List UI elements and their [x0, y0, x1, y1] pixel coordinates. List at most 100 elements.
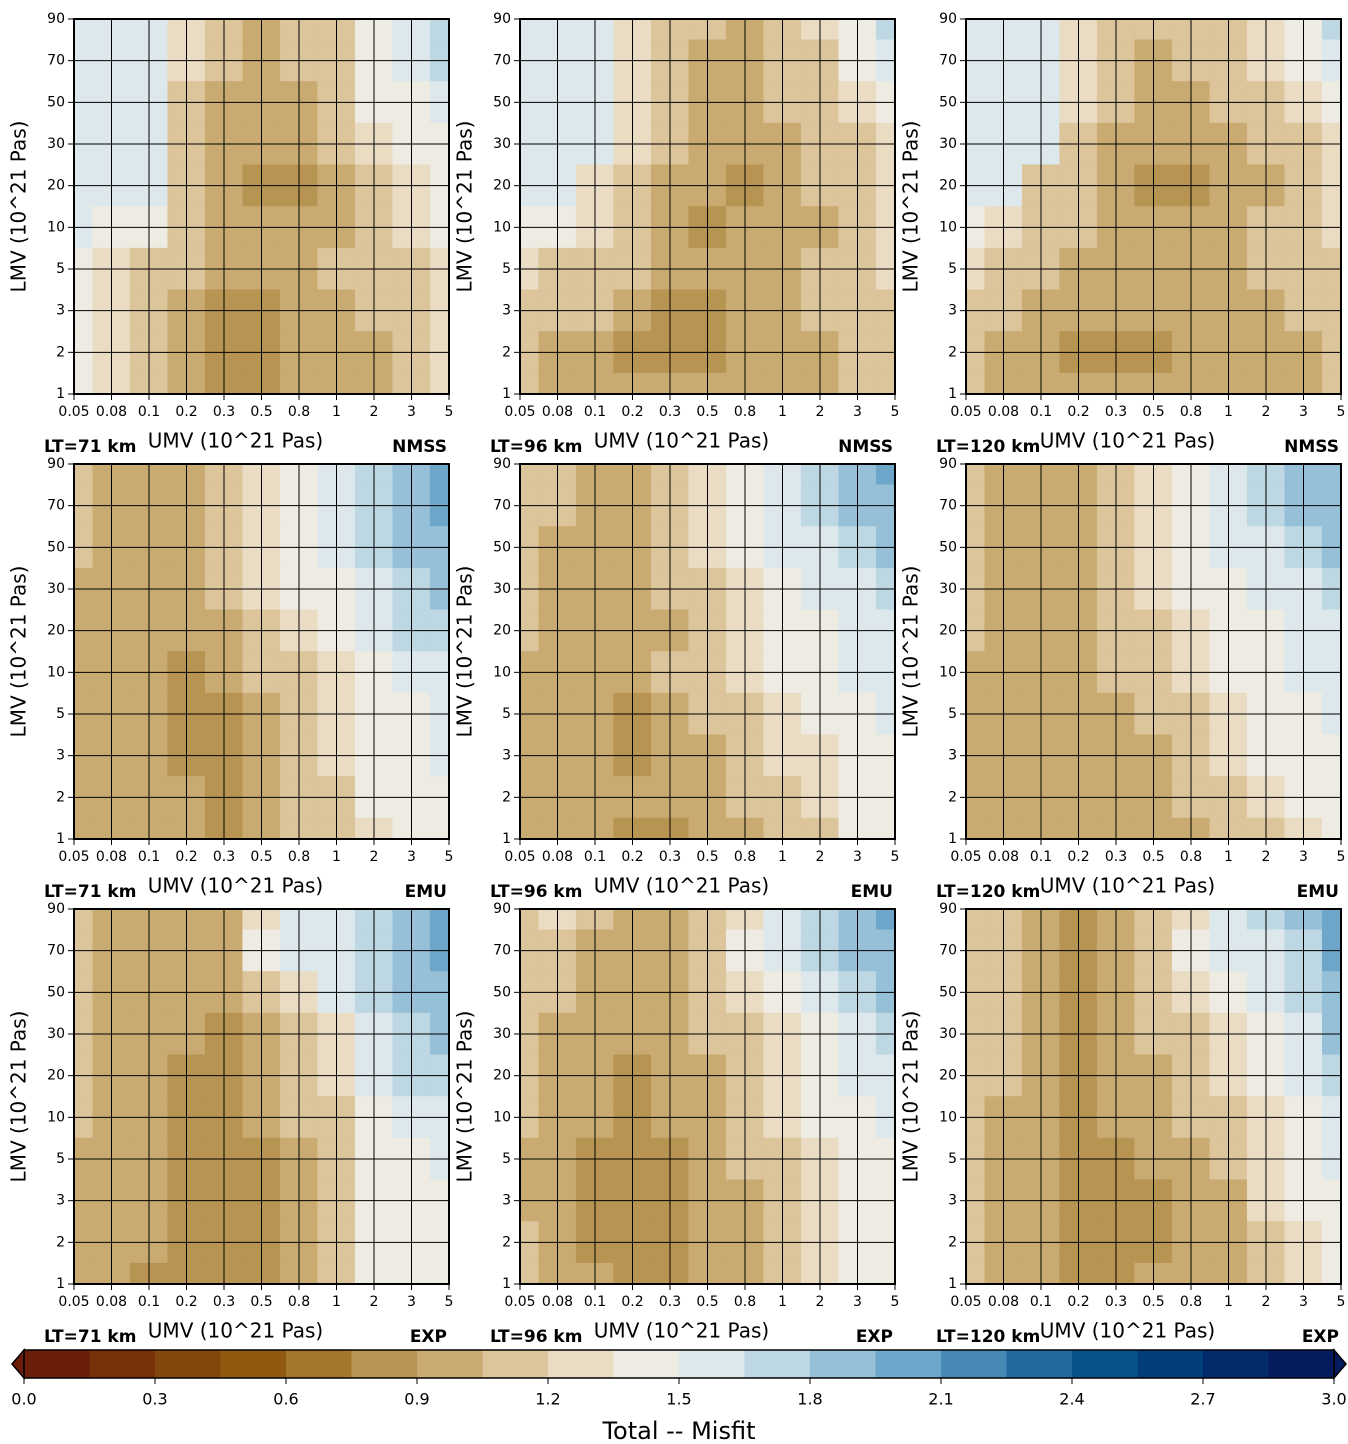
y-tick-label: 20: [493, 178, 511, 194]
annotation-left: LT=71 km: [44, 1327, 136, 1347]
y-tick-label: 2: [948, 789, 957, 805]
annotation-right: EMU: [405, 882, 447, 902]
heat-cell: [73, 372, 94, 395]
color-box: [810, 1350, 876, 1378]
y-tick-label: 70: [939, 498, 957, 514]
heat-cell: [875, 18, 896, 41]
y-axis-label: LMV (10^21 Pas): [453, 566, 477, 738]
y-tick-label: 1: [502, 1276, 511, 1292]
y-tick-label: 30: [47, 581, 65, 597]
y-tick-label: 2: [56, 344, 65, 360]
colorbar-tick-label: 1.5: [666, 1390, 691, 1409]
y-tick-label: 30: [47, 136, 65, 152]
x-tick-label: 5: [1337, 849, 1346, 865]
x-axis-label: UMV (10^21 Pas): [594, 1319, 769, 1343]
annotation-left: LT=71 km: [44, 882, 136, 902]
annotation-right: NMSS: [1284, 437, 1339, 457]
y-tick-label: 2: [502, 1234, 511, 1250]
y-tick-label: 3: [56, 303, 65, 319]
y-tick-label: 30: [493, 1026, 511, 1042]
y-tick-label: 10: [939, 1109, 957, 1125]
color-box: [417, 1350, 483, 1378]
y-axis-label: LMV (10^21 Pas): [899, 1011, 923, 1183]
x-tick-label: 0.08: [96, 1294, 127, 1310]
y-tick-label: 50: [493, 539, 511, 555]
y-tick-label: 70: [47, 498, 65, 514]
x-tick-label: 2: [816, 1294, 825, 1310]
x-axis-label: UMV (10^21 Pas): [1040, 874, 1215, 898]
x-tick-label: 5: [445, 849, 454, 865]
colorbar-tick-label: 3.0: [1321, 1390, 1346, 1409]
x-tick-label: 0.08: [988, 404, 1019, 420]
annotation-right: EMU: [1297, 882, 1339, 902]
heat-cell: [965, 817, 986, 840]
x-tick-label: 0.8: [734, 404, 756, 420]
x-tick-label: 1: [1224, 404, 1233, 420]
x-tick-label: 0.5: [250, 404, 272, 420]
x-tick-label: 0.8: [288, 1294, 310, 1310]
annotation-right: EXP: [856, 1327, 893, 1347]
x-tick-label: 0.5: [1142, 1294, 1164, 1310]
y-tick-label: 50: [47, 94, 65, 110]
y-tick-label: 50: [939, 539, 957, 555]
annotation-left: LT=120 km: [936, 882, 1040, 902]
annotation-left: LT=120 km: [936, 437, 1040, 457]
y-tick-label: 3: [502, 748, 511, 764]
x-tick-label: 0.05: [950, 849, 981, 865]
x-tick-label: 1: [1224, 1294, 1233, 1310]
heat-cell: [73, 463, 94, 486]
x-tick-label: 0.1: [138, 404, 160, 420]
x-tick-label: 2: [1262, 849, 1271, 865]
x-tick-label: 0.5: [696, 404, 718, 420]
x-tick-label: 3: [407, 404, 416, 420]
x-tick-label: 0.8: [288, 404, 310, 420]
y-tick-label: 70: [493, 53, 511, 69]
colorbar-tick-label: 1.8: [797, 1390, 822, 1409]
x-tick-label: 5: [445, 1294, 454, 1310]
x-tick-label: 0.3: [1105, 849, 1127, 865]
frame: [73, 463, 450, 840]
heat-cell: [429, 372, 450, 395]
annotation-left: LT=96 km: [490, 882, 582, 902]
x-tick-label: 3: [1299, 849, 1308, 865]
y-tick-label: 90: [939, 11, 957, 27]
color-box: [24, 1350, 90, 1378]
x-axis-label: UMV (10^21 Pas): [1040, 429, 1215, 453]
y-tick-label: 1: [56, 1276, 65, 1292]
x-tick-label: 0.05: [950, 1294, 981, 1310]
heat-cell: [965, 908, 986, 931]
x-tick-label: 0.5: [1142, 849, 1164, 865]
x-tick-label: 0.2: [175, 849, 197, 865]
x-tick-label: 0.1: [584, 849, 606, 865]
x-tick-label: 0.2: [1067, 1294, 1089, 1310]
x-tick-label: 5: [891, 849, 900, 865]
y-tick-label: 20: [939, 623, 957, 639]
annotation-left: LT=96 km: [490, 1327, 582, 1347]
y-tick-label: 3: [502, 1193, 511, 1209]
color-box: [155, 1350, 221, 1378]
y-tick-label: 70: [939, 943, 957, 959]
y-tick-label: 50: [939, 94, 957, 110]
colorbar-tick-label: 1.2: [535, 1390, 560, 1409]
y-tick-label: 30: [493, 136, 511, 152]
y-tick-label: 70: [47, 53, 65, 69]
colorbar-tick-label: 0.0: [11, 1390, 36, 1409]
colorbar-tick-label: 2.1: [928, 1390, 953, 1409]
y-tick-label: 3: [948, 1193, 957, 1209]
heat-cell: [875, 1262, 896, 1285]
x-tick-label: 2: [370, 404, 379, 420]
x-tick-label: 3: [1299, 1294, 1308, 1310]
color-box: [679, 1350, 745, 1378]
x-tick-label: 0.2: [621, 1294, 643, 1310]
y-tick-label: 1: [56, 386, 65, 402]
y-axis-label: LMV (10^21 Pas): [453, 121, 477, 293]
x-tick-label: 2: [1262, 1294, 1271, 1310]
color-box: [613, 1350, 680, 1378]
color-box: [220, 1350, 287, 1378]
y-tick-label: 3: [948, 303, 957, 319]
frame: [965, 463, 1342, 840]
annotation-left: LT=96 km: [490, 437, 582, 457]
x-tick-label: 5: [445, 404, 454, 420]
x-tick-label: 0.8: [734, 849, 756, 865]
